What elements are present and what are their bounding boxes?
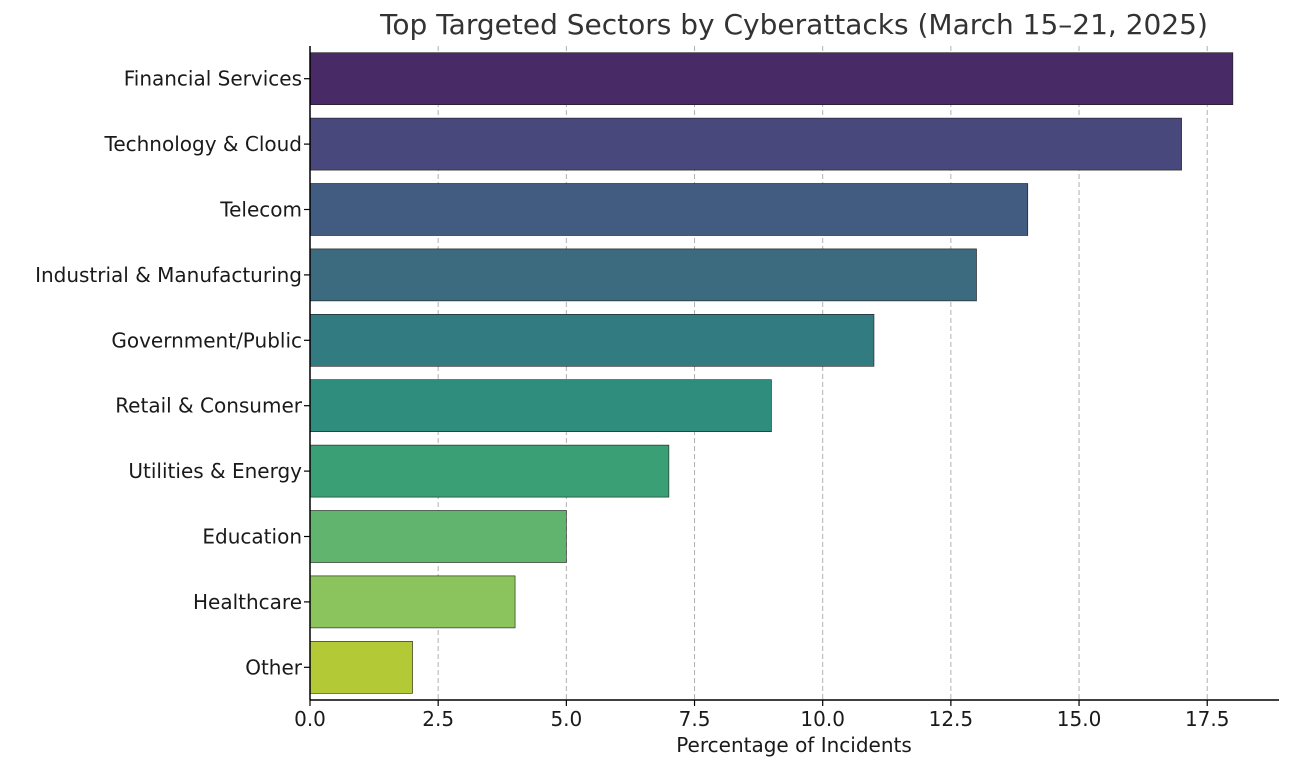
category-label: Government/Public [111, 328, 302, 352]
bar [309, 575, 516, 629]
category-label: Utilities & Energy [128, 459, 302, 483]
x-tick-label: 5.0 [550, 707, 582, 731]
bar [309, 183, 1029, 236]
bar [309, 248, 977, 302]
bar [309, 52, 1234, 106]
x-tick-label: 0.0 [294, 707, 326, 731]
bar [309, 379, 772, 433]
chart-title: Top Targeted Sectors by Cyberattacks (Ma… [379, 8, 1208, 41]
bar [309, 640, 413, 694]
bar [309, 117, 1182, 171]
category-label: Education [202, 525, 302, 549]
bar [309, 510, 567, 563]
category-label: Healthcare [193, 590, 302, 614]
y-tick-labels: Financial Services Technology & Cloud Tele… [35, 67, 303, 680]
x-tick-label: 15.0 [1057, 707, 1102, 731]
category-label: Financial Services [124, 67, 302, 91]
category-label: Industrial & Manufacturing [35, 263, 302, 287]
x-tick-label: 2.5 [422, 707, 454, 731]
category-label: Telecom [219, 198, 302, 222]
bars [309, 52, 1234, 694]
x-tick-label: 10.0 [800, 707, 845, 731]
x-tick-label: 17.5 [1185, 707, 1230, 731]
bar [309, 444, 670, 498]
x-axis-label: Percentage of Incidents [676, 733, 912, 757]
category-label: Other [245, 655, 303, 679]
category-label: Retail & Consumer [115, 394, 303, 418]
x-tick-label: 7.5 [679, 707, 711, 731]
x-tick-label: 12.5 [929, 707, 974, 731]
x-tick-labels: 0.0 2.5 5.0 7.5 10.0 12.5 15.0 17.5 [294, 707, 1229, 731]
bar [309, 313, 875, 367]
category-label: Technology & Cloud [104, 132, 302, 156]
axes [304, 46, 1279, 706]
